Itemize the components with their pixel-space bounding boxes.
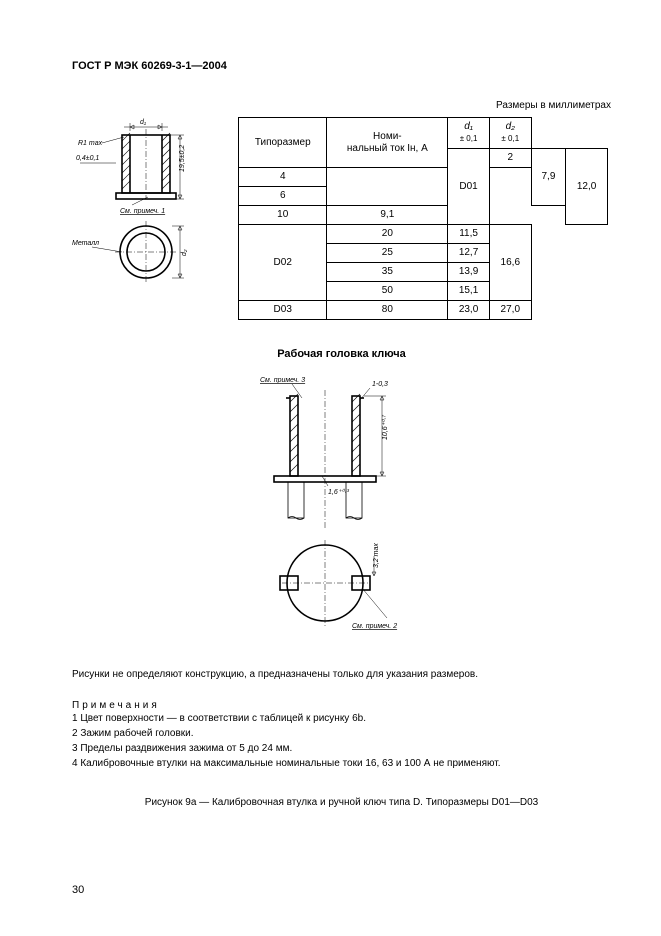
- cell: 12,7: [448, 244, 490, 263]
- cell: 7,9: [531, 149, 566, 206]
- dimension-table: Типоразмер Номи- нальный ток Iн, А d₁ ± …: [238, 117, 608, 320]
- cell-d03: D03: [239, 301, 327, 320]
- cell: 20: [327, 225, 448, 244]
- label-note1: См. примеч. 1: [120, 208, 165, 215]
- cell: 25: [327, 244, 448, 263]
- cell: 11,5: [448, 225, 490, 244]
- cell: 6: [239, 187, 327, 206]
- section-title: Рабочая головка ключа: [72, 348, 611, 360]
- label-note2: См. примеч. 2: [352, 623, 397, 630]
- notes-title: Примечания: [72, 700, 611, 711]
- cell-d01: D01: [448, 149, 490, 225]
- cell: 16,6: [489, 225, 531, 301]
- cell: 2: [489, 149, 531, 168]
- cell: 4: [239, 168, 327, 187]
- label-r: 3,2 max: [373, 543, 380, 568]
- th-d2: d₂ ± 0,1: [489, 118, 531, 149]
- drawing-key-head: См. примеч. 3 1-0,3: [232, 368, 452, 641]
- label-metal: Металл: [72, 240, 99, 247]
- figure-caption: Рисунок 9а — Калибровочная втулка и ручн…: [72, 797, 611, 808]
- cell: 80: [327, 301, 448, 320]
- cell: 13,9: [448, 263, 490, 282]
- label-tol: 0,4±0,1: [76, 155, 99, 162]
- body-text: Рисунки не определяют конструкцию, а пре…: [72, 667, 611, 682]
- cell: 27,0: [489, 301, 531, 320]
- cell: 15,1: [448, 282, 490, 301]
- drawing-bushing: d₁ R1 max: [72, 117, 222, 295]
- cell: 23,0: [448, 301, 490, 320]
- cell: 10: [239, 206, 327, 225]
- th-d1: d₁ ± 0,1: [448, 118, 490, 149]
- th-size: Типоразмер: [239, 118, 327, 168]
- label-t: 1-0,3: [372, 381, 388, 388]
- th-current: Номи- нальный ток Iн, А: [327, 118, 448, 168]
- cell: 50: [327, 282, 448, 301]
- cell: 35: [327, 263, 448, 282]
- units-note: Размеры в миллиметрах: [72, 100, 611, 111]
- label-d2: d₂: [181, 249, 188, 256]
- cell-d02: D02: [239, 225, 327, 301]
- doc-header: ГОСТ Р МЭК 60269-3-1—2004: [72, 60, 611, 72]
- cell: 9,1: [327, 206, 448, 225]
- label-h: 19,5±0,2: [179, 145, 186, 172]
- cell: 12,0: [566, 149, 608, 225]
- notes-list: 1 Цвет поверхности — в соответствии с та…: [72, 711, 611, 771]
- label-r1max: R1 max: [78, 140, 103, 147]
- note-2: 2 Зажим рабочей головки.: [72, 726, 611, 741]
- label-b: 1,6⁺⁰·³: [328, 488, 350, 496]
- note-3: 3 Пределы раздвижения зажима от 5 до 24 …: [72, 741, 611, 756]
- label-note3: См. примеч. 3: [260, 377, 305, 384]
- page-number: 30: [72, 884, 84, 896]
- label-d1: d₁: [140, 119, 147, 126]
- note-1: 1 Цвет поверхности — в соответствии с та…: [72, 711, 611, 726]
- label-h2: 10,6⁺⁰·⁷: [381, 415, 389, 440]
- note-4: 4 Калибровочные втулки на максимальные н…: [72, 756, 611, 771]
